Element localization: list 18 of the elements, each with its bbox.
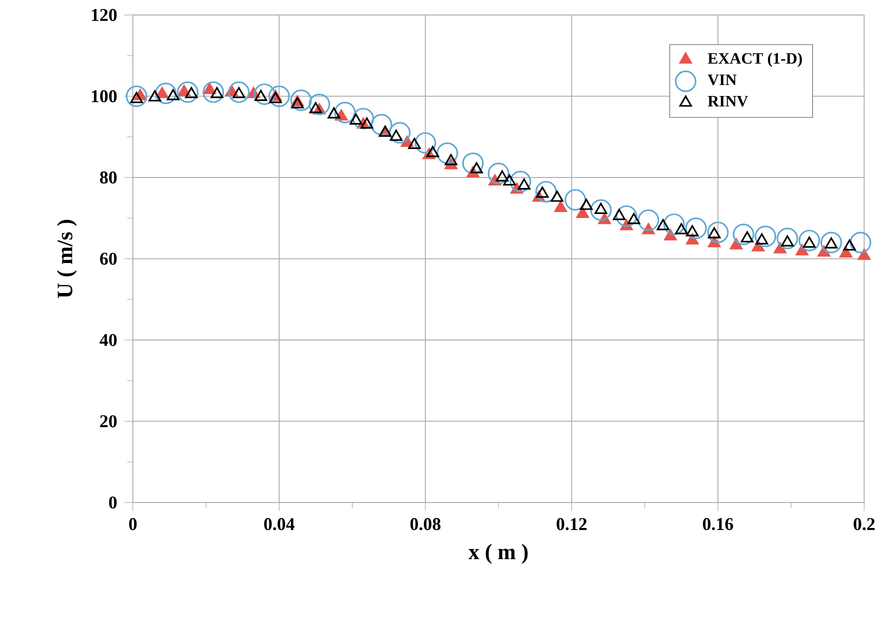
- y-tick-label: 80: [100, 171, 117, 184]
- x-tick-label: 0.04: [264, 518, 294, 530]
- y-tick-label: 0: [109, 496, 117, 508]
- y-tick-label: 120: [92, 8, 117, 21]
- y-tick-label: 40: [100, 334, 117, 346]
- y-tick-label: 60: [100, 252, 117, 265]
- x-tick-label: 0: [129, 518, 137, 530]
- x-tick-label: 0.2: [854, 518, 875, 530]
- y-tick-label: 100: [92, 90, 117, 102]
- legend-label: VIN: [708, 74, 737, 86]
- y-tick-label: 20: [100, 415, 117, 428]
- legend-label: RINV: [708, 96, 748, 106]
- legend-label: EXACT (1-D): [708, 52, 802, 67]
- x-tick-label: 0.16: [702, 518, 734, 530]
- x-tick-label: 0.12: [556, 518, 587, 530]
- x-axis-title: x ( m ): [468, 544, 528, 564]
- y-axis-title: U ( m/s ): [56, 220, 77, 298]
- x-tick-label: 0.08: [410, 518, 440, 530]
